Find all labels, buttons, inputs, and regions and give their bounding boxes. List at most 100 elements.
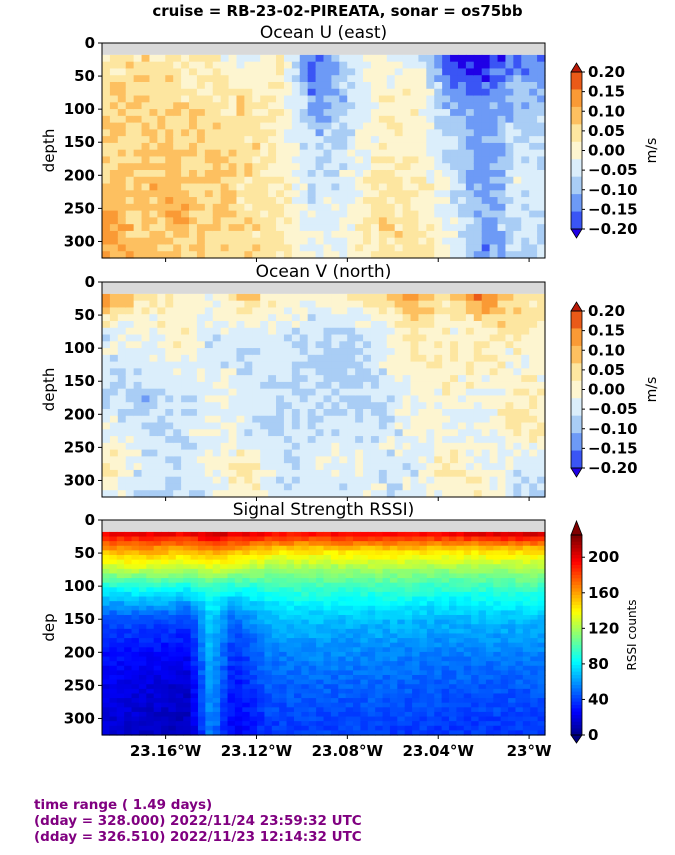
heatmap-cell xyxy=(165,361,174,369)
heatmap-cell xyxy=(124,661,133,667)
heatmap-cell xyxy=(102,341,111,349)
heatmap-cell xyxy=(450,95,459,103)
heatmap-cell xyxy=(204,327,214,336)
heatmap-cell xyxy=(205,564,214,570)
heatmap-cell xyxy=(402,54,412,63)
heatmap-cell xyxy=(109,395,119,403)
heatmap-cell xyxy=(418,375,427,383)
heatmap-cell xyxy=(117,395,127,403)
heatmap-cell xyxy=(205,545,214,551)
heatmap-cell xyxy=(301,633,310,639)
heatmap-cell xyxy=(418,149,427,158)
heatmap-cell xyxy=(252,327,261,336)
heatmap-cell xyxy=(291,61,301,70)
heatmap-cell xyxy=(283,483,293,491)
heatmap-cell xyxy=(109,402,119,410)
heatmap-cell xyxy=(394,456,404,464)
heatmap-cell xyxy=(307,203,317,212)
heatmap-cell xyxy=(489,415,499,424)
heatmap-cell xyxy=(505,341,514,349)
heatmap-cell xyxy=(473,307,483,315)
heatmap-cell xyxy=(442,449,451,457)
heatmap-cell xyxy=(196,395,206,403)
heatmap-cell xyxy=(489,251,499,259)
heatmap-cell xyxy=(165,81,174,90)
heatmap-cell xyxy=(426,129,435,137)
heatmap-cell xyxy=(363,81,372,90)
heatmap-cell xyxy=(505,142,514,151)
heatmap-cell xyxy=(537,129,546,137)
heatmap-cell xyxy=(146,624,155,630)
heatmap-cell xyxy=(149,230,158,239)
heatmap-cell xyxy=(283,395,293,403)
heatmap-cell xyxy=(363,354,372,363)
heatmap-cell xyxy=(537,320,546,329)
heatmap-cell xyxy=(315,109,325,117)
heatmap-cell xyxy=(244,217,253,225)
surface-gap xyxy=(102,520,545,532)
heatmap-cell xyxy=(173,95,182,103)
heatmap-cell xyxy=(323,469,333,478)
heatmap-cell xyxy=(323,327,333,336)
heatmap-cell xyxy=(347,136,356,144)
heatmap-cell xyxy=(268,95,277,103)
heatmap-cell xyxy=(473,314,483,322)
heatmap-cell xyxy=(345,693,354,699)
heatmap-cell xyxy=(378,463,388,471)
heatmap-cell xyxy=(228,354,238,363)
heatmap-cell xyxy=(175,698,184,704)
heatmap-cell xyxy=(173,463,182,471)
heatmap-cell xyxy=(196,95,206,103)
heatmap-cell xyxy=(205,614,214,621)
heatmap-cell xyxy=(355,293,364,302)
heatmap-cell xyxy=(308,642,317,648)
heatmap-cell xyxy=(249,675,258,681)
heatmap-cell xyxy=(291,341,301,349)
heatmap-cell xyxy=(252,334,261,342)
heatmap-cell xyxy=(260,230,269,239)
heatmap-cell xyxy=(236,293,245,302)
heatmap-cell xyxy=(276,463,285,471)
heatmap-cell xyxy=(138,536,147,542)
heatmap-cell xyxy=(442,314,451,322)
heatmap-cell xyxy=(189,54,198,63)
heatmap-cell xyxy=(196,122,206,130)
heatmap-cell xyxy=(286,541,295,547)
heatmap-cell xyxy=(149,81,158,90)
heatmap-cell xyxy=(442,244,451,252)
heatmap-cell xyxy=(141,88,151,97)
heatmap-cell xyxy=(315,402,325,410)
heatmap-cell xyxy=(271,605,280,611)
heatmap-cell xyxy=(426,244,435,252)
heatmap-cell xyxy=(418,490,427,498)
heatmap-cell xyxy=(330,684,339,690)
heatmap-cell xyxy=(183,541,192,547)
heatmap-cell xyxy=(175,638,184,644)
heatmap-cell xyxy=(505,109,514,117)
heatmap-cell xyxy=(228,463,238,471)
heatmap-cell xyxy=(299,197,309,205)
heatmap-cell xyxy=(347,307,356,315)
heatmap-cell xyxy=(125,402,135,410)
heatmap-cell xyxy=(102,554,110,561)
heatmap-cell xyxy=(181,54,190,63)
heatmap-cell xyxy=(370,230,380,239)
heatmap-cell xyxy=(291,136,301,144)
heatmap-cell xyxy=(355,469,364,478)
heatmap-cell xyxy=(410,449,420,457)
heatmap-cell xyxy=(109,463,119,471)
heatmap-cell xyxy=(276,422,285,430)
heatmap-cell xyxy=(370,68,380,76)
heatmap-cell xyxy=(252,463,261,471)
heatmap-cell xyxy=(157,327,166,336)
heatmap-cell xyxy=(276,429,285,437)
heatmap-cell xyxy=(473,75,483,83)
heatmap-cell xyxy=(355,169,364,178)
heatmap-cell xyxy=(205,638,214,644)
heatmap-cell xyxy=(133,95,143,103)
heatmap-cell xyxy=(242,614,251,621)
heatmap-cell xyxy=(260,115,269,124)
heatmap-cell xyxy=(505,456,514,464)
heatmap-cell xyxy=(308,675,317,681)
heatmap-cell xyxy=(386,109,396,117)
